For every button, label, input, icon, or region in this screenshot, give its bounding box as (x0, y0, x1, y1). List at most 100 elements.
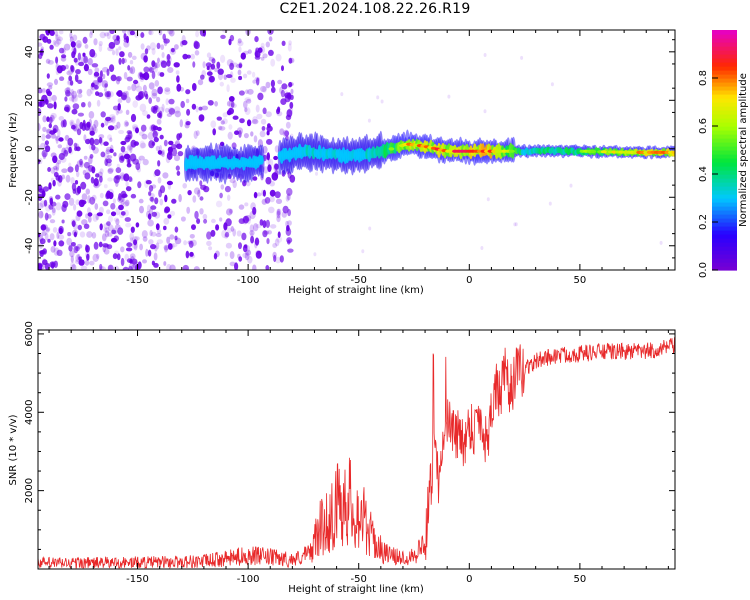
noise-speckle (447, 95, 450, 99)
noise-speckle (119, 153, 124, 160)
colorbar-band (712, 106, 737, 111)
noise-speckle (168, 183, 171, 190)
noise-speckle (59, 116, 65, 121)
colorbar-band (712, 134, 737, 139)
noise-speckle (51, 134, 56, 139)
noise-speckle (265, 177, 271, 185)
noise-speckle (239, 90, 245, 95)
noise-speckle (186, 251, 190, 259)
noise-speckle (103, 141, 109, 146)
noise-speckle (254, 36, 258, 42)
colorbar-label: Normalized spectral amplitude (738, 73, 749, 227)
noise-speckle (288, 43, 292, 51)
noise-speckle (154, 252, 158, 260)
noise-speckle (150, 230, 153, 236)
spectrogram-y-axis-label: Frequency (Hz) (8, 112, 19, 188)
noise-speckle (133, 126, 139, 131)
noise-speckle (210, 230, 215, 237)
noise-speckle (183, 265, 189, 272)
noise-speckle (121, 146, 126, 152)
noise-speckle (100, 193, 104, 199)
noise-speckle (129, 232, 134, 240)
noise-speckle (157, 229, 161, 234)
noise-speckle (104, 184, 108, 188)
noise-speckle (47, 103, 53, 108)
noise-speckle (131, 256, 135, 264)
noise-speckle (158, 107, 164, 114)
noise-speckle (160, 72, 165, 77)
noise-speckle (82, 53, 85, 57)
noise-speckle (256, 105, 260, 113)
noise-speckle (276, 211, 280, 219)
noise-speckle (169, 265, 175, 272)
noise-speckle (100, 223, 103, 230)
noise-speckle (94, 85, 99, 90)
noise-speckle (91, 52, 97, 58)
noise-speckle (203, 219, 207, 224)
noise-speckle (126, 137, 130, 143)
noise-speckle (101, 123, 105, 128)
noise-speckle (219, 217, 222, 221)
noise-speckle (247, 119, 251, 126)
noise-speckle (203, 214, 208, 220)
noise-speckle (169, 234, 174, 239)
noise-speckle (53, 227, 58, 233)
noise-speckle (268, 165, 272, 171)
noise-speckle (53, 240, 56, 246)
noise-speckle (55, 195, 60, 200)
noise-speckle (282, 211, 287, 217)
noise-speckle (158, 177, 162, 183)
noise-speckle (313, 252, 316, 256)
colorbar-band (712, 66, 737, 71)
noise-speckle (260, 131, 266, 138)
noise-speckle (268, 50, 274, 56)
noise-speckle (229, 209, 233, 214)
noise-speckle (126, 242, 132, 247)
noise-speckle (241, 233, 246, 241)
colorbar-band (712, 50, 737, 55)
noise-speckle (131, 114, 136, 122)
noise-speckle (113, 152, 116, 156)
noise-speckle (146, 180, 152, 184)
noise-speckle (261, 43, 265, 49)
noise-speckle (100, 70, 103, 77)
noise-speckle (77, 186, 81, 194)
noise-speckle (289, 82, 294, 86)
noise-speckle (66, 143, 72, 150)
noise-speckle (252, 265, 256, 273)
noise-speckle (281, 83, 287, 89)
noise-speckle (182, 40, 188, 45)
noise-speckle (157, 127, 162, 131)
noise-speckle (186, 207, 190, 214)
noise-speckle (154, 197, 158, 204)
noise-speckle (180, 119, 183, 127)
colorbar-band (712, 194, 737, 199)
noise-speckle (58, 226, 63, 234)
noise-speckle (225, 218, 231, 226)
noise-speckle (93, 254, 99, 262)
colorbar-band (712, 234, 737, 239)
noise-speckle (132, 100, 138, 108)
colorbar-band (712, 42, 737, 47)
noise-speckle (164, 195, 167, 203)
noise-speckle (194, 211, 198, 219)
noise-speckle (72, 35, 77, 42)
noise-speckle (88, 101, 92, 107)
noise-speckle (186, 99, 189, 103)
colorbar-band (712, 110, 737, 115)
noise-speckle (58, 144, 63, 148)
noise-speckle (151, 124, 156, 131)
y-tick-label: 40 (24, 45, 35, 58)
colorbar-band (712, 82, 737, 87)
noise-speckle (229, 96, 235, 102)
noise-speckle (109, 42, 116, 49)
noise-speckle (155, 80, 160, 87)
noise-speckle (115, 225, 121, 229)
noise-speckle (257, 192, 262, 196)
noise-speckle (164, 87, 170, 92)
noise-speckle (100, 32, 106, 38)
colorbar-band (712, 242, 737, 247)
noise-speckle (152, 261, 155, 266)
noise-speckle (286, 122, 291, 129)
